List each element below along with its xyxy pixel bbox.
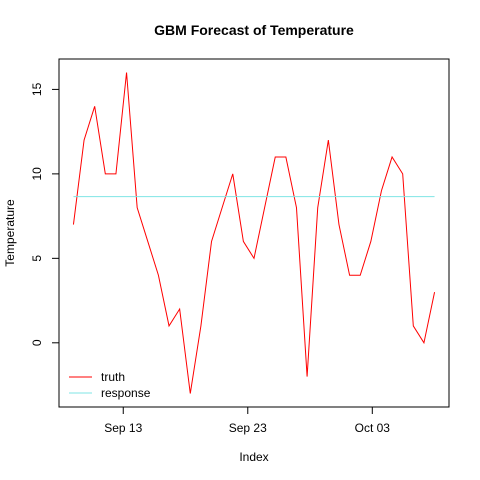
legend-label-truth: truth <box>101 370 125 384</box>
plot-frame <box>58 58 450 408</box>
y-tick-label-3: 15 <box>30 82 44 96</box>
y-axis: 0 5 10 15 <box>30 82 59 346</box>
x-tick-label-1: Sep 23 <box>229 421 267 435</box>
series-line-truth <box>72 72 436 394</box>
y-tick-label-2: 10 <box>30 167 44 181</box>
legend-label-response: response <box>101 386 151 400</box>
x-axis: Sep 13 Sep 23 Oct 03 <box>104 407 390 435</box>
x-axis-title: Index <box>239 450 268 464</box>
y-tick-label-1: 5 <box>30 255 44 262</box>
legend: truth response <box>69 370 151 400</box>
x-tick-label-0: Sep 13 <box>104 421 142 435</box>
series-layer <box>72 72 436 394</box>
y-tick-label-0: 0 <box>30 339 44 346</box>
chart-title: GBM Forecast of Temperature <box>154 22 354 38</box>
y-axis-title: Temperature <box>3 199 17 267</box>
x-tick-label-2: Oct 03 <box>355 421 391 435</box>
